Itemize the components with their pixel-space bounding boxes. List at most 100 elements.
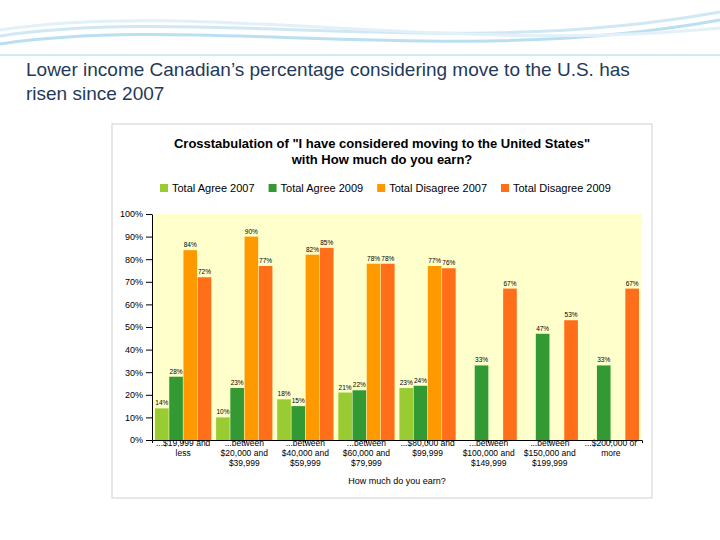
text-line: $59,999 [290, 458, 321, 468]
data-label: 67% [626, 280, 639, 287]
data-label: 24% [414, 377, 427, 384]
y-tick-label: 60% [125, 300, 143, 310]
bar [597, 365, 611, 440]
y-tick-label: 0% [130, 435, 143, 445]
x-tick: ...$200,000 ormore [585, 438, 638, 458]
text-line: $100,000 and [463, 448, 515, 458]
x-axis-title: How much do you earn? [348, 476, 446, 486]
bar [320, 248, 334, 440]
bar [169, 377, 183, 440]
data-label: 10% [216, 408, 229, 415]
decoration-curve [0, 12, 720, 36]
text-line: $60,000 and [343, 448, 391, 458]
y-tick-mark [146, 214, 152, 215]
x-tick-label: ...$80,000 and$99,999 [400, 438, 455, 458]
text-line: $20,000 and [221, 448, 269, 458]
y-tick-label: 20% [125, 390, 143, 400]
text-line: less [176, 448, 191, 458]
bar [183, 250, 197, 440]
x-axis: ...$19,999 andless ...between$20,000 and$… [153, 438, 643, 468]
text-line: more [601, 448, 621, 458]
data-labels: 14%10%18%21%23%28%23%15%22%24%33%47%33%8… [155, 228, 639, 416]
slide-title: Lower income Canadian’s percentage consi… [26, 59, 630, 104]
legend-label: Total Disagree 2007 [389, 182, 487, 194]
y-tick: 80% [125, 255, 152, 265]
y-tick: 50% [125, 322, 152, 332]
x-tick-label: ...between$20,000 and$39,999 [221, 438, 269, 468]
text-line: risen since 2007 [26, 83, 164, 104]
data-label: 53% [565, 311, 578, 318]
y-tick-mark [146, 417, 152, 418]
bar [291, 406, 305, 440]
bars [155, 237, 639, 440]
x-tick: ...$19,999 andless [156, 438, 211, 458]
bar [230, 388, 244, 440]
bar [155, 408, 169, 440]
y-tick-mark [146, 327, 152, 328]
bar [198, 277, 212, 440]
bar [245, 237, 259, 440]
y-tick: 10% [125, 413, 152, 423]
data-label: 82% [306, 246, 319, 253]
data-label: 14% [155, 399, 168, 406]
data-label: 47% [536, 325, 549, 332]
data-label: 23% [231, 379, 244, 386]
data-label: 90% [245, 228, 258, 235]
y-tick: 70% [125, 277, 152, 287]
x-tick: ...between$20,000 and$39,999 [221, 438, 269, 468]
x-tick: ...$80,000 and$99,999 [400, 438, 455, 458]
bar [503, 289, 517, 440]
text-line: with How much do you earn? [291, 152, 473, 167]
text-line: Crosstabulation of "I have considered mo… [174, 136, 590, 151]
x-tick: ...between$60,000 and$79,999 [343, 438, 391, 468]
x-tick-label: ...between$60,000 and$79,999 [343, 438, 391, 468]
y-tick-label: 80% [125, 255, 143, 265]
x-tick-label: ...$200,000 ormore [585, 438, 638, 458]
y-tick-label: 30% [125, 368, 143, 378]
y-tick-mark [146, 237, 152, 238]
bar [625, 289, 639, 440]
data-label: 22% [353, 381, 366, 388]
x-tick-label: ...between$150,000 and$199,999 [524, 438, 576, 468]
y-tick-mark [146, 350, 152, 351]
y-tick-mark [146, 440, 152, 441]
text-line: $199,999 [532, 458, 568, 468]
legend-swatch [269, 184, 277, 192]
data-label: 33% [597, 356, 610, 363]
data-label: 84% [184, 241, 197, 248]
bar [367, 264, 381, 440]
x-tick-label: ...$19,999 andless [156, 438, 211, 458]
data-label: 72% [198, 268, 211, 275]
bar [414, 386, 428, 440]
legend: Total Agree 2007Total Agree 2009Total Di… [160, 182, 611, 194]
decoration-rule [0, 54, 720, 56]
y-tick: 100% [120, 209, 152, 219]
text-line: $150,000 and [524, 448, 576, 458]
chart-panel [112, 124, 652, 498]
y-tick: 40% [125, 345, 152, 355]
data-label: 15% [292, 397, 305, 404]
bar [277, 399, 291, 440]
bar [338, 393, 352, 440]
y-tick-mark [146, 395, 152, 396]
legend-swatch [377, 184, 385, 192]
y-axis-line [152, 215, 153, 441]
bar [381, 264, 395, 440]
data-label: 21% [339, 384, 352, 391]
text-line: $40,000 and [282, 448, 330, 458]
text-line: Lower income Canadian’s percentage consi… [26, 59, 630, 80]
data-label: 76% [442, 259, 455, 266]
plot-area [152, 214, 642, 440]
text-line: $79,999 [351, 458, 382, 468]
data-label: 28% [170, 368, 183, 375]
text-line: $149,999 [471, 458, 507, 468]
data-label: 67% [503, 280, 516, 287]
bar [442, 268, 456, 440]
y-tick: 30% [125, 368, 152, 378]
y-tick: 60% [125, 300, 152, 310]
data-label: 78% [381, 255, 394, 262]
legend-swatch [501, 184, 509, 192]
y-tick-label: 40% [125, 345, 143, 355]
legend-label: Total Agree 2009 [281, 182, 364, 194]
y-tick-label: 90% [125, 232, 143, 242]
